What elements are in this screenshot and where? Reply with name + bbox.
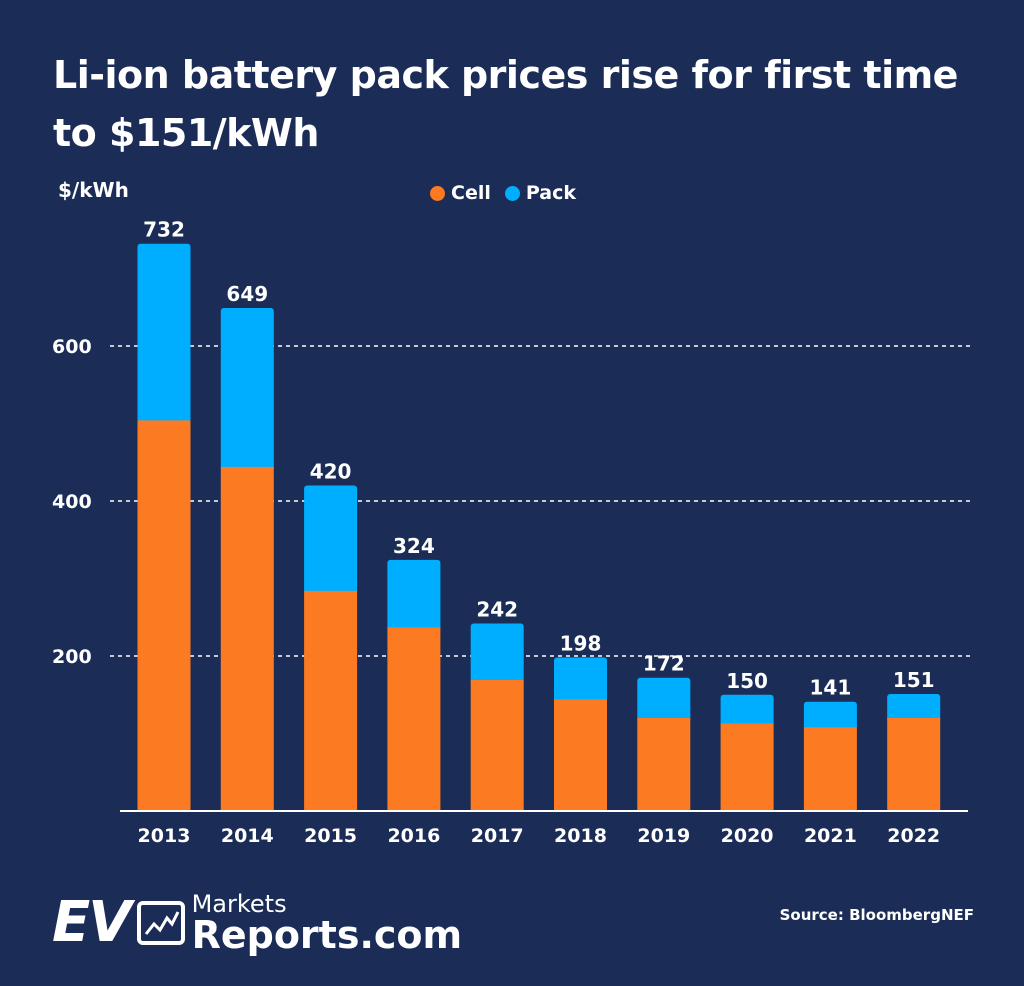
x-tick-label: 2019: [637, 825, 690, 847]
cell-bar: [720, 723, 774, 811]
total-data-label: 141: [810, 676, 852, 700]
legend-label-pack: Pack: [525, 182, 576, 204]
y-tick-label: 600: [52, 336, 92, 358]
pack-bar: [220, 308, 274, 471]
y-axis-label: $/kWh: [58, 178, 129, 202]
logo-markets: Markets: [191, 889, 287, 918]
source-note: Source: BloombergNEF: [779, 906, 974, 924]
pack-bar: [137, 243, 191, 425]
pack-bar: [887, 693, 941, 722]
total-data-label: 242: [476, 597, 518, 621]
x-tick-label: 2020: [721, 825, 774, 847]
chart-trend-icon: [136, 900, 185, 945]
y-tick-label: 200: [52, 646, 92, 668]
legend-item-pack: Pack: [504, 182, 576, 204]
legend-label-cell: Cell: [451, 182, 491, 204]
pack-bar: [304, 485, 358, 595]
pack-swatch: [504, 186, 520, 201]
total-data-label: 150: [726, 669, 768, 693]
pack-bar: [637, 677, 691, 722]
x-tick-label: 2021: [804, 825, 857, 847]
logo-reports: Reports.com: [191, 912, 463, 957]
chart-title: Li-ion battery pack prices rise for firs…: [53, 53, 958, 155]
pack-bar: [803, 701, 857, 732]
pack-bar: [554, 657, 607, 704]
x-tick-label: 2015: [304, 825, 357, 847]
cell-bar: [137, 420, 191, 811]
cell-swatch: [430, 186, 445, 201]
total-data-label: 649: [226, 282, 268, 306]
cell-bar: [803, 727, 857, 811]
x-tick-label: 2014: [221, 825, 274, 847]
x-tick-label: 2017: [471, 825, 524, 847]
cell-bar: [470, 680, 524, 811]
x-tick-label: 2018: [554, 825, 607, 847]
y-tick-label: 400: [52, 491, 92, 513]
total-data-label: 324: [393, 534, 435, 558]
evmarketsreports-logo: EV Markets Reports.com: [52, 890, 462, 955]
x-tick-label: 2016: [387, 825, 440, 847]
cell-bar: [637, 718, 691, 811]
x-tick-label: 2013: [138, 825, 191, 847]
cell-bar: [220, 466, 274, 811]
pack-bar: [470, 623, 524, 685]
cell-bar: [554, 699, 607, 811]
total-data-label: 198: [560, 632, 602, 656]
total-data-label: 151: [893, 668, 935, 692]
cell-bar: [387, 627, 441, 811]
pack-bar: [387, 559, 441, 632]
legend: Cell Pack: [430, 182, 576, 204]
x-tick-label: 2022: [887, 825, 940, 847]
total-data-label: 172: [643, 652, 685, 676]
total-data-label: 732: [143, 218, 185, 242]
total-data-label: 420: [310, 460, 352, 484]
logo-ev: EV: [52, 890, 132, 955]
cell-bar: [304, 590, 358, 811]
legend-item-cell: Cell: [430, 182, 491, 204]
pack-bar: [720, 694, 774, 728]
cell-bar: [887, 718, 941, 811]
